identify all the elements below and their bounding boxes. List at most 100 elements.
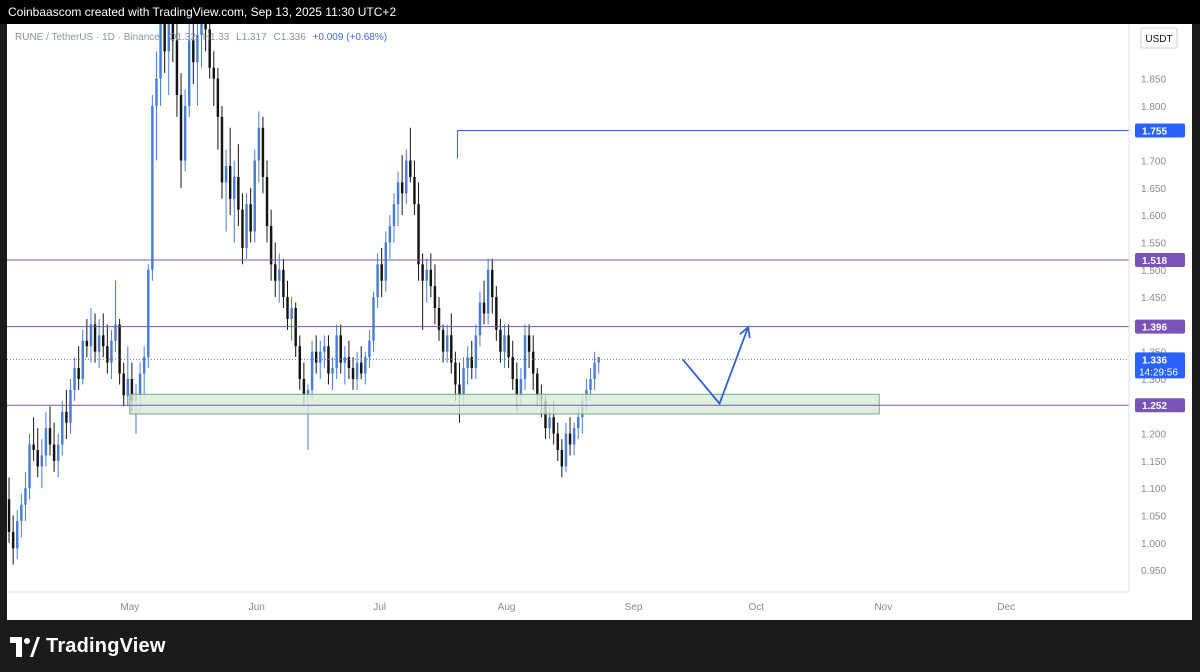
candle-body <box>503 335 506 352</box>
currency-label: USDT <box>1145 34 1172 45</box>
candle-body <box>355 362 359 379</box>
candle-body <box>249 204 252 232</box>
candle-body <box>56 444 60 461</box>
candle-body <box>310 351 314 390</box>
candle-body <box>11 531 15 549</box>
candle-body <box>445 335 449 352</box>
candle-body <box>577 417 580 429</box>
candle-body <box>413 176 416 205</box>
candle-body <box>44 428 48 456</box>
candle-body <box>294 308 297 347</box>
candle-body <box>196 34 199 63</box>
candle-body <box>52 444 56 461</box>
candle-body <box>106 346 109 363</box>
candle-body <box>433 286 437 308</box>
candle-body <box>290 308 293 319</box>
candle-body <box>73 368 76 390</box>
level-price-label-bg <box>1135 319 1185 334</box>
symbol-line: RUNE / TetherUS · 1D · Binance O1.32 H1.… <box>15 32 387 43</box>
candle-body <box>48 428 52 445</box>
time-tick-label: Jul <box>373 602 386 613</box>
currency-badge[interactable] <box>1140 27 1178 49</box>
candle-body <box>159 24 162 79</box>
candle-body <box>20 504 23 521</box>
candlestick-chart[interactable]: 0.9501.0001.0501.1001.1501.2001.2501.300… <box>7 0 1192 620</box>
price-tick-label: 1.600 <box>1141 211 1166 222</box>
candle-body <box>482 302 486 314</box>
candle-body <box>130 379 134 401</box>
time-tick-label: May <box>120 602 139 613</box>
current-price-label-bg <box>1135 352 1185 379</box>
candle-body <box>388 226 392 243</box>
candle-body <box>216 78 220 117</box>
candle-body <box>97 335 101 352</box>
ohlc-open: O1.32 <box>169 32 197 43</box>
candle-body <box>163 24 166 52</box>
candle-body <box>241 209 244 248</box>
demand-zone-box <box>129 393 880 415</box>
candle-body <box>462 368 465 396</box>
candle-body <box>519 379 523 396</box>
candle-body <box>257 127 261 161</box>
candle-body <box>102 335 105 347</box>
symbol-name: RUNE / TetherUS · 1D · Binance <box>15 32 160 43</box>
candle-body <box>511 357 514 379</box>
candle-body <box>118 324 121 374</box>
candle-body <box>245 204 248 248</box>
candle-body <box>523 335 527 379</box>
price-tick-label: 1.500 <box>1141 266 1166 277</box>
candle-body <box>515 379 519 396</box>
price-tick-label: 1.850 <box>1141 75 1166 86</box>
candle-body <box>65 411 68 423</box>
candle-body <box>224 166 228 183</box>
candle-body <box>261 127 265 177</box>
candle-body <box>507 335 510 358</box>
price-tick-label: 1.800 <box>1141 102 1166 113</box>
candle-body <box>183 105 187 161</box>
candle-body <box>286 297 289 319</box>
candle-body <box>597 357 600 363</box>
projection-arrowhead <box>739 325 751 339</box>
candle-body <box>359 362 363 374</box>
candle-body <box>122 373 125 396</box>
candle-body <box>372 297 375 341</box>
candle-body <box>564 433 568 467</box>
candle-body <box>81 340 84 379</box>
price-tick-label: 1.550 <box>1141 238 1166 249</box>
candle-body <box>495 297 498 330</box>
candle-body <box>138 373 142 396</box>
chart-area[interactable]: 0.9501.0001.0501.1001.1501.2001.2501.300… <box>7 0 1192 620</box>
candle-body <box>441 329 445 352</box>
candle-body <box>450 335 453 363</box>
candle-body <box>589 379 592 390</box>
candle-body <box>302 379 306 396</box>
candle-body <box>527 335 531 352</box>
candle-body <box>536 373 539 396</box>
candle-body <box>323 346 326 352</box>
candle-body <box>454 362 457 385</box>
candle-body <box>392 204 396 227</box>
candle-body <box>228 166 232 199</box>
candle-body <box>142 357 146 374</box>
ohlc-change: +0.009 (+0.68%) <box>313 32 388 43</box>
price-tick-label: 1.150 <box>1141 457 1166 468</box>
candle-body <box>327 346 330 374</box>
price-tick-label: 1.650 <box>1141 184 1166 195</box>
candle-body <box>421 264 424 281</box>
target-price-label-bg <box>1135 123 1185 138</box>
candle-body <box>351 368 355 379</box>
tradingview-logo[interactable]: TradingView <box>10 635 166 658</box>
candle-body <box>77 368 80 379</box>
price-tick-label: 1.000 <box>1141 539 1166 550</box>
candle-body <box>548 417 551 429</box>
candle-body <box>220 116 224 183</box>
candle-body <box>32 444 35 450</box>
candle-body <box>110 340 113 363</box>
candle-body <box>364 357 367 374</box>
candle-body <box>560 450 564 467</box>
candle-body <box>458 384 461 396</box>
candle-body <box>40 455 44 467</box>
candle-body <box>298 346 302 379</box>
time-tick-label: Dec <box>997 602 1015 613</box>
axis-layer: 0.9501.0001.0501.1001.1501.2001.2501.300… <box>7 24 1185 613</box>
